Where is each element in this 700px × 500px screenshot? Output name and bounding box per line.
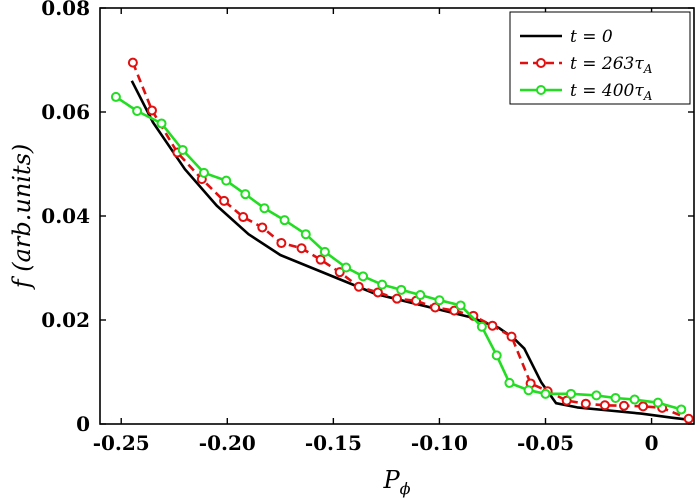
data-point <box>156 118 167 129</box>
x-tick-label: -0.15 <box>305 431 362 455</box>
data-point <box>561 395 572 406</box>
data-point <box>257 222 268 233</box>
x-tick-label: -0.25 <box>93 431 150 455</box>
data-point <box>610 393 621 403</box>
data-point <box>110 91 121 102</box>
x-axis-title: Pϕ <box>382 466 410 498</box>
data-point <box>377 279 388 290</box>
data-point <box>319 246 330 257</box>
legend-marker <box>536 85 546 95</box>
data-point <box>334 267 345 278</box>
x-tick-label: -0.20 <box>199 431 256 455</box>
x-tick-label: 0 <box>645 431 659 455</box>
data-point <box>358 271 369 282</box>
legend-label-main: t = 263τ <box>570 54 644 74</box>
series-1 <box>127 57 694 424</box>
x-tick-label: -0.05 <box>517 431 574 455</box>
data-point <box>676 404 687 415</box>
data-point <box>618 400 629 411</box>
series-line <box>115 95 682 411</box>
legend-label: t = 263τA <box>570 54 653 76</box>
legend-label-subscript: A <box>643 62 653 76</box>
data-point <box>127 57 138 68</box>
data-point <box>487 320 498 331</box>
data-point <box>279 215 290 226</box>
data-point <box>415 290 426 301</box>
data-point <box>341 262 352 273</box>
data-point <box>504 377 515 388</box>
data-point <box>146 105 157 116</box>
data-point <box>315 254 326 265</box>
data-point <box>565 388 576 399</box>
data-point <box>638 401 649 412</box>
data-point <box>296 243 307 254</box>
data-point <box>652 397 663 408</box>
data-point <box>683 413 694 424</box>
data-point <box>523 385 534 396</box>
x-tick-label: -0.10 <box>411 431 468 455</box>
data-point <box>300 229 311 240</box>
series-0 <box>130 80 690 422</box>
data-point <box>396 284 407 295</box>
data-point <box>238 212 249 223</box>
data-point <box>177 144 188 155</box>
series-line <box>130 80 690 422</box>
legend-label-main: t = 400τ <box>570 81 644 101</box>
data-point <box>132 105 143 116</box>
data-point <box>449 305 460 316</box>
data-point <box>476 321 487 332</box>
data-point <box>240 189 251 200</box>
series-2 <box>110 91 687 415</box>
legend-label-subscript: A <box>643 89 653 103</box>
data-point <box>455 300 466 311</box>
y-axis: 0 0.02 0.04 0.06 0.08 <box>41 0 694 436</box>
plot-area <box>110 57 694 424</box>
legend-marker <box>536 58 546 68</box>
y-axis-title: f (arb.units) <box>8 144 36 291</box>
y-tick-label: 0.08 <box>41 0 90 20</box>
data-point <box>629 394 640 405</box>
data-point <box>219 195 230 206</box>
data-point <box>591 390 602 401</box>
data-point <box>434 295 445 306</box>
x-axis-title-subscript: ϕ <box>400 479 411 498</box>
data-point <box>353 281 364 292</box>
data-point <box>491 350 502 361</box>
legend-label-main: t = 0 <box>570 27 613 47</box>
data-point <box>259 203 270 214</box>
data-point <box>221 175 232 186</box>
x-axis: -0.25 -0.20 -0.15 -0.10 -0.05 0 <box>93 8 659 455</box>
data-point <box>372 287 383 298</box>
y-tick-label: 0 <box>76 412 90 436</box>
data-point <box>540 388 551 399</box>
data-point <box>580 398 591 409</box>
series-line <box>131 62 690 421</box>
data-point <box>506 331 517 342</box>
x-axis-title-main: P <box>382 466 400 494</box>
legend-label: t = 0 <box>570 27 613 47</box>
data-point <box>430 302 441 313</box>
data-point <box>198 167 209 178</box>
y-tick-label: 0.04 <box>41 204 90 228</box>
data-point <box>392 293 402 304</box>
data-point <box>599 400 610 411</box>
data-point <box>276 238 287 249</box>
y-tick-label: 0.02 <box>41 308 90 332</box>
legend-label: t = 400τA <box>570 81 653 103</box>
y-tick-label: 0.06 <box>41 100 90 124</box>
